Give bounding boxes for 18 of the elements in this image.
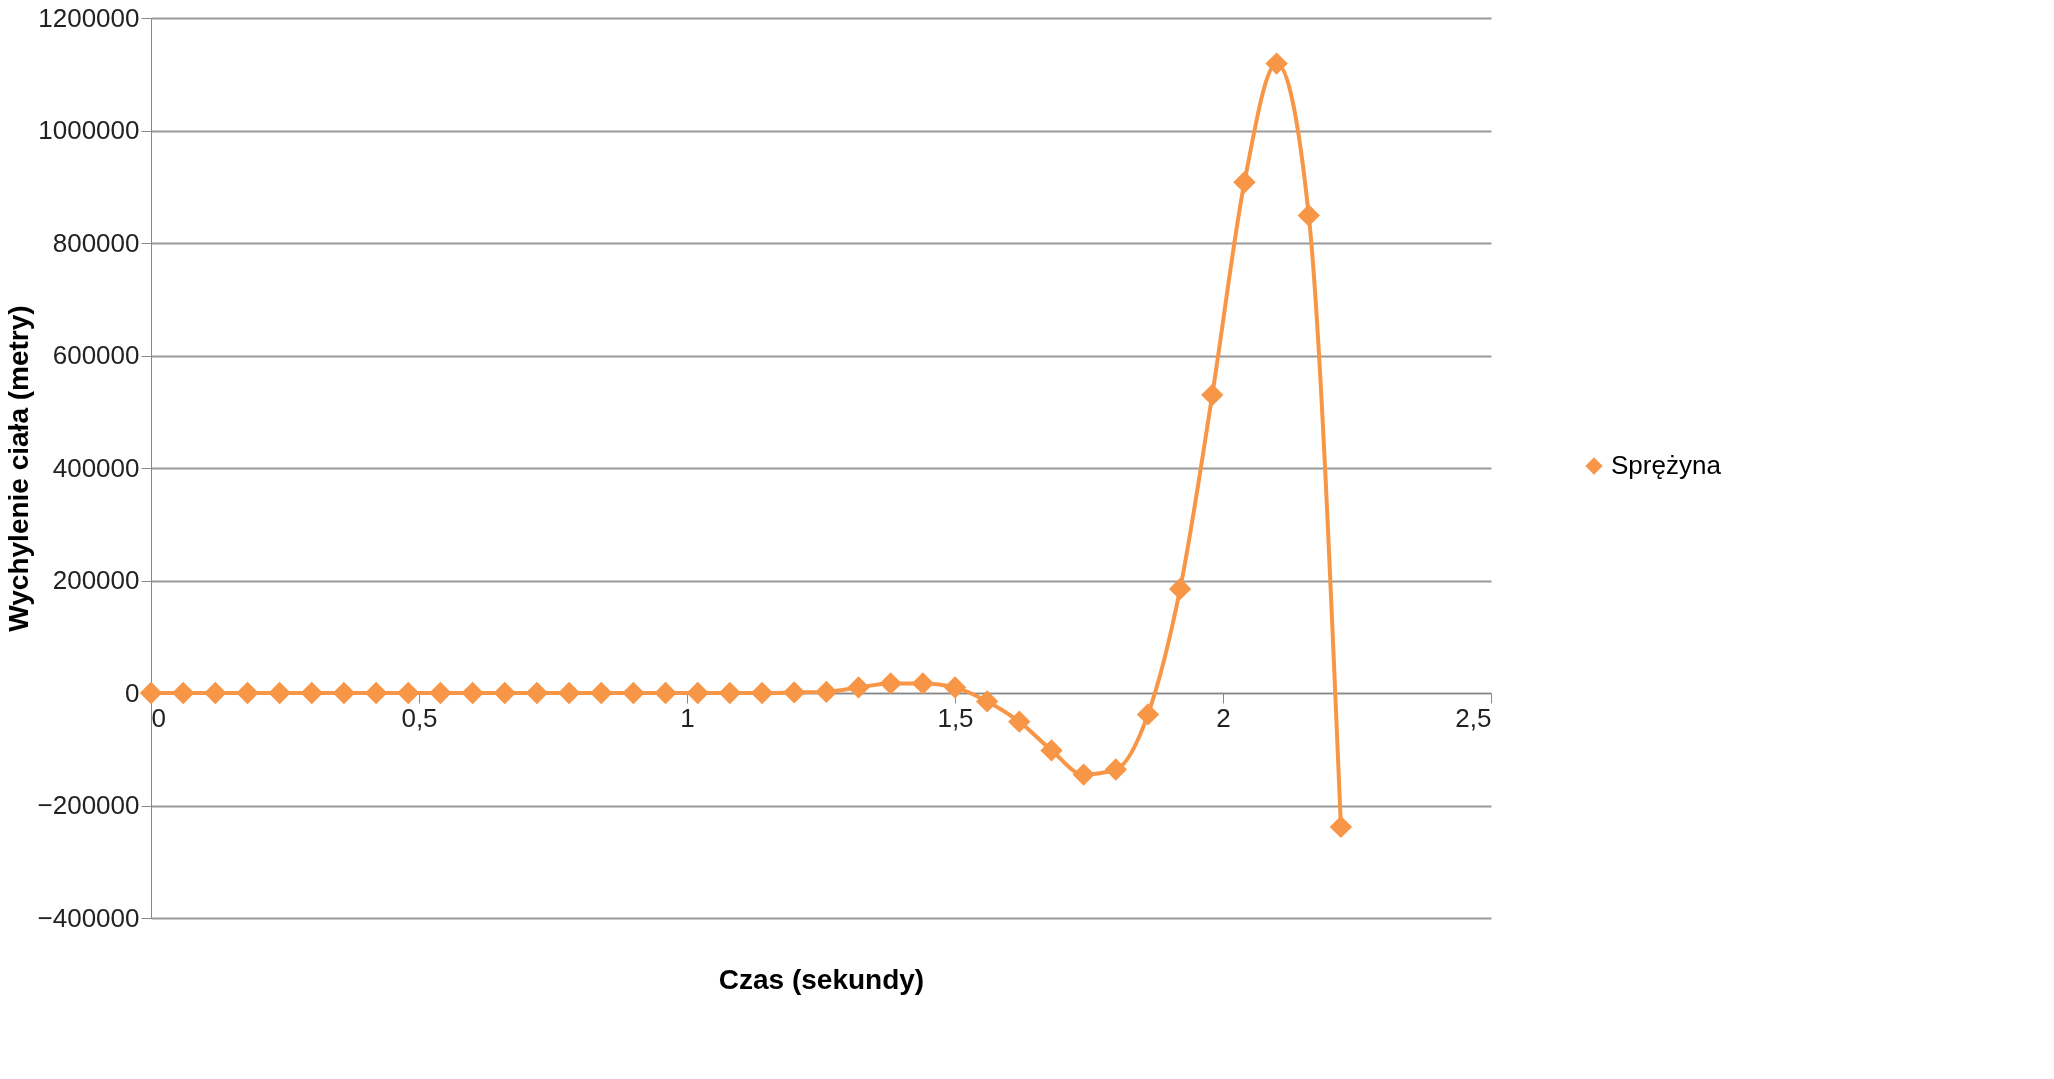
x-axis-title: Czas (sekundy) [718,963,925,995]
y-tick-label: −200000 [37,790,140,820]
y-tick-label: 600000 [52,340,140,370]
y-tick-label: −400000 [37,902,140,933]
y-tick-label: 400000 [52,452,140,483]
y-tick-label: 0 [125,677,140,708]
x-tick-label: 1 [680,702,695,733]
y-tick-label: 1000000 [38,115,140,145]
x-tick-label: 2,5 [1455,702,1492,733]
x-tick-label: 0,5 [401,702,438,733]
y-tick-label: 200000 [52,565,140,595]
x-tick-label: 0 [151,702,166,733]
y-tick-label: 800000 [52,227,140,258]
legend-label: Sprężyna [1611,450,1722,480]
x-tick-label: 1,5 [937,702,974,733]
y-axis-title: Wychylenie ciała (metry) [2,305,34,632]
y-tick-label: 1200000 [38,2,140,33]
x-tick-label: 2 [1216,702,1231,733]
